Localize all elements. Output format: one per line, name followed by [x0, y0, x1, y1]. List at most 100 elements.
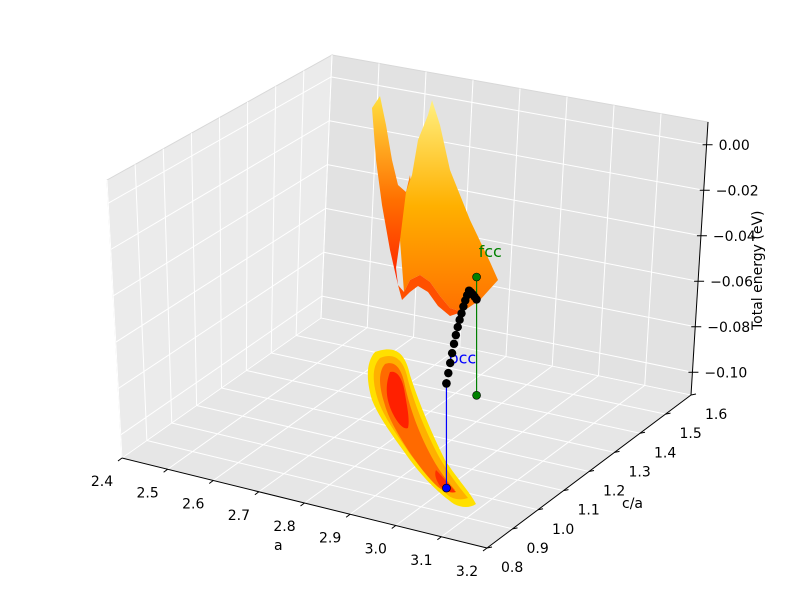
x-tick-label: 3.2 [456, 564, 478, 580]
y-tick-label: 1.5 [680, 426, 702, 442]
grid-line-z-back [321, 295, 693, 373]
grid-line-y [246, 370, 615, 453]
grid-line-z-left [120, 295, 323, 436]
grid-line-y [146, 440, 513, 530]
z-tick-label: 0.00 [719, 138, 750, 154]
y-tick-label: 0.9 [527, 541, 549, 557]
y-tick [512, 527, 518, 530]
z-axis: −0.10 −0.08 −0.06 −0.04 −0.02 0.00 [688, 121, 759, 396]
y-tick-label: 1.4 [654, 445, 676, 461]
y-tick [639, 431, 646, 434]
x-tick-label: 2.8 [273, 519, 295, 535]
x-tick-label: 2.4 [91, 474, 113, 490]
path-point [457, 309, 466, 318]
grid-line-z-left [110, 120, 330, 250]
grid-line-y [196, 405, 564, 492]
contour-level-4 [386, 371, 409, 429]
x-axis-title: a [274, 538, 283, 554]
floor-contour [367, 349, 476, 507]
z-tick-label: −0.06 [710, 274, 753, 290]
path-point [453, 322, 462, 332]
z-tick-label: −0.08 [707, 320, 750, 336]
y-tick [588, 470, 595, 472]
surface-right-wing [400, 100, 498, 312]
marker-fcc-floor [472, 390, 481, 400]
y-tick-label: 0.8 [501, 560, 523, 576]
grid-line-y-side [106, 179, 123, 459]
z-axis-line [690, 121, 709, 396]
y-tick-label: 1.2 [603, 484, 625, 500]
path-point [446, 358, 455, 368]
grid-line-z-left [117, 251, 325, 389]
y-tick-label: 1.1 [578, 503, 600, 519]
x-tick [300, 502, 305, 507]
grid-line-y [320, 317, 692, 396]
x-tick-label: 2.5 [136, 485, 158, 501]
grid-line-y [296, 335, 666, 415]
surface-left-wing [372, 96, 412, 285]
y-tick [486, 546, 493, 549]
x-tick [345, 513, 351, 518]
path-point [459, 302, 468, 311]
path-point [455, 315, 464, 325]
grid-line-z-left [112, 164, 328, 297]
x-axis: 2.4 2.5 2.6 2.7 2.8 2.9 3.0 3.1 3.2 [91, 457, 488, 580]
grid-line-y-side [320, 54, 333, 319]
grid-line-x-back [505, 88, 521, 357]
path-point [447, 348, 457, 358]
marker-bcc-floor [442, 483, 451, 493]
grid-line-z-back [330, 76, 707, 146]
contour-level-5 [435, 470, 456, 493]
x-tick [163, 468, 168, 473]
x-tick-label: 2.7 [228, 508, 250, 524]
y-tick [537, 508, 544, 511]
x-tick-label: 3.0 [365, 542, 387, 558]
grid-line-y [271, 352, 641, 434]
y-tick [614, 450, 620, 453]
path-point [449, 339, 459, 349]
grid-line-z-back [329, 120, 704, 191]
path-point [451, 330, 461, 340]
y-tick-label: 1.0 [552, 522, 574, 538]
x-tick [437, 536, 442, 541]
y-tick [665, 412, 671, 415]
grid-line-x-back [551, 96, 568, 367]
z-tick-label: −0.04 [713, 229, 756, 245]
grid-line-y-side [245, 101, 249, 371]
y-tick-label: 1.3 [629, 464, 651, 480]
annotation-fcc: fcc [479, 242, 502, 261]
y-axis: 0.80.91.01.11.21.31.41.51.6 [486, 393, 727, 576]
grid-line-y [171, 422, 539, 511]
x-tick [482, 547, 488, 552]
y-axis-title: c/a [622, 496, 643, 512]
y-tick-label: 1.6 [705, 407, 727, 423]
marker-fcc-surface [472, 272, 481, 282]
y-tick [690, 393, 697, 396]
grid-line-y-side [162, 148, 173, 424]
energy-surface [372, 96, 498, 316]
grid-line-y-side [295, 70, 305, 336]
x-tick [254, 491, 260, 496]
grid-line-z-left [108, 76, 332, 204]
surface-saddle [398, 275, 462, 316]
grid-line-y-side [190, 133, 198, 406]
grid-line-x-back [644, 113, 662, 386]
x-tick [117, 457, 123, 462]
path-point [444, 368, 453, 378]
x-tick [208, 480, 214, 484]
z-tick-label: −0.10 [704, 365, 747, 381]
y-tick [563, 489, 569, 492]
x-tick-label: 2.6 [182, 497, 204, 513]
z-axis-title: Total energy (eV) [750, 211, 766, 332]
grid-line-z-left [115, 207, 326, 343]
grid-line-x-back [598, 105, 615, 376]
x-tick-label: 2.9 [319, 530, 341, 546]
path-point [442, 379, 451, 388]
x-tick [391, 525, 397, 529]
grid-line-z-back [323, 251, 696, 328]
x-tick-label: 3.1 [410, 553, 432, 569]
z-tick-label: −0.02 [716, 183, 759, 199]
